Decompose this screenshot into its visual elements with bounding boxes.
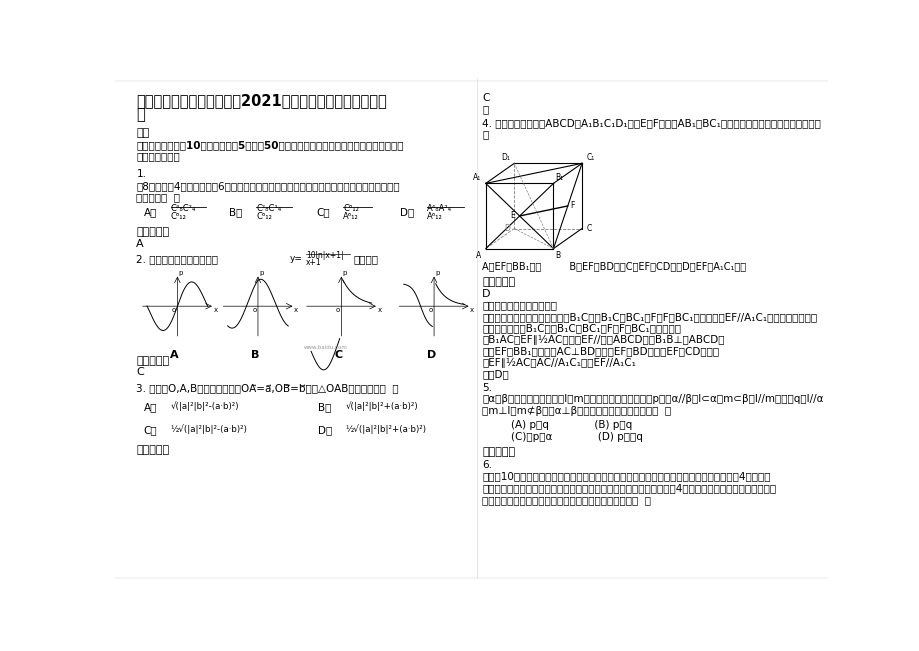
Text: (C)非p或α              (D) p且非q: (C)非p或α (D) p且非q: [510, 432, 641, 441]
Text: o: o: [172, 307, 176, 313]
Text: C⁶₁₂: C⁶₁₂: [255, 212, 272, 221]
Text: 析: 析: [136, 107, 145, 122]
Text: C⁴₈C²₄: C⁴₈C²₄: [170, 204, 196, 214]
Text: 3. 平面上O,A,B三点不共线，设OA⃗=a⃗,OB⃗=b⃗，则△OAB的面积等于（  ）: 3. 平面上O,A,B三点不共线，设OA⃗=a⃗,OB⃗=b⃗，则△OAB的面积…: [136, 383, 399, 393]
Text: o: o: [428, 307, 432, 313]
Text: x: x: [294, 307, 298, 313]
Text: E: E: [510, 212, 515, 221]
Text: B: B: [555, 251, 561, 260]
Text: 【分析】观察正方体的图形，连B₁C，则B₁C交BC₁于F且F为BC₁中点，推出EF//A₁C₁；分析可得答案。: 【分析】观察正方体的图形，连B₁C，则B₁C交BC₁于F且F为BC₁中点，推出E…: [482, 312, 816, 322]
Text: ，m⊥l，m⊄β，则α⊥β。则下列命题为真命题的是（  ）: ，m⊥l，m⊄β，则α⊥β。则下列命题为真命题的是（ ）: [482, 406, 671, 416]
Text: D．: D．: [400, 208, 414, 217]
Text: 参考答案：: 参考答案：: [136, 227, 169, 237]
Text: C: C: [482, 93, 489, 103]
Text: 由EF∥½AC，AC//A₁C₁，得EF//A₁C₁: 由EF∥½AC，AC//A₁C₁，得EF//A₁C₁: [482, 358, 635, 368]
Text: D: D: [426, 350, 436, 360]
Text: 【解答】解：连B₁C，则B₁C交BC₁于F且F为BC₁中点，三角: 【解答】解：连B₁C，则B₁C交BC₁于F且F为BC₁中点，三角: [482, 324, 680, 333]
Text: A．: A．: [143, 208, 157, 217]
Text: A．EF与BB₁垂直         B．EF与BD垂直C．EF与CD异面D．EF与A₁C₁异面: A．EF与BB₁垂直 B．EF与BD垂直C．EF与CD异面D．EF与A₁C₁异面: [482, 261, 745, 271]
Text: y=: y=: [289, 254, 302, 262]
Text: 所以EF与BB₁垂直；又AC⊥BD，所以EF与BD垂直，EF与CD异面。: 所以EF与BB₁垂直；又AC⊥BD，所以EF与BD垂直，EF与CD异面。: [482, 346, 719, 356]
Text: 10ln|x+1|: 10ln|x+1|: [306, 251, 344, 260]
Text: 4. 如图，在正四棱柱ABCD－A₁B₁C₁D₁中，E、F分别是AB₁、BC₁的中点，则以下结论中不成立的是（: 4. 如图，在正四棱柱ABCD－A₁B₁C₁D₁中，E、F分别是AB₁、BC₁的…: [482, 118, 820, 128]
Text: √(|a|²|b|²+(a·b)²): √(|a|²|b|²+(a·b)²): [345, 402, 417, 411]
Text: 参考答案：: 参考答案：: [136, 445, 169, 455]
Text: 图象的是: 图象的是: [353, 255, 378, 264]
Text: p: p: [178, 270, 183, 275]
Text: C⁶₁₂: C⁶₁₂: [343, 204, 358, 214]
Text: ½√(|a|²|b|²+(a·b)²): ½√(|a|²|b|²+(a·b)²): [345, 424, 425, 434]
Text: C: C: [334, 350, 342, 360]
Text: B．: B．: [229, 208, 243, 217]
Text: F: F: [569, 201, 573, 210]
Text: www.baidu.com: www.baidu.com: [303, 345, 347, 350]
Text: 略: 略: [482, 104, 488, 114]
Text: C⁶₁₂: C⁶₁₂: [170, 212, 187, 221]
Text: C²₈C¹₄: C²₈C¹₄: [255, 204, 281, 214]
Text: 5.: 5.: [482, 383, 492, 393]
Text: o: o: [252, 307, 256, 313]
Text: A．: A．: [143, 402, 157, 413]
Text: √(|a|²|b|²-(a·b)²): √(|a|²|b|²-(a·b)²): [170, 402, 239, 411]
Text: 符合题目要求的: 符合题目要求的: [136, 151, 180, 161]
Text: D．: D．: [318, 425, 332, 435]
Text: 一、: 一、: [136, 128, 150, 138]
Text: x: x: [470, 307, 473, 313]
Text: 形B₁AC中EF∥½AC，所以EF//平面ABCD，而B₁B⊥面ABCD，: 形B₁AC中EF∥½AC，所以EF//平面ABCD，而B₁B⊥面ABCD，: [482, 335, 724, 345]
Text: 山东省泰安市新泰岙阴中学2021年高三数学文模拟试卷含解: 山东省泰安市新泰岙阴中学2021年高三数学文模拟试卷含解: [136, 93, 387, 108]
Text: 加，假设李老师和张老师分别将各自活动通知的信息独立、随机地发给4位同学，且所发信息都能收到，则: 加，假设李老师和张老师分别将各自活动通知的信息独立、随机地发给4位同学，且所发信…: [482, 483, 776, 493]
Text: 甲同学收到李老师或张老师所发活动通知信息的概率为（  ）: 甲同学收到李老师或张老师所发活动通知信息的概率为（ ）: [482, 495, 651, 505]
Text: 2. 下列四个图象可能是函数: 2. 下列四个图象可能是函数: [136, 255, 218, 264]
Text: p: p: [259, 270, 264, 275]
Text: 选择题：本大题共10小题，每小题5分，共50分。在每小题给出的四个选项中，只有是一个: 选择题：本大题共10小题，每小题5分，共50分。在每小题给出的四个选项中，只有是…: [136, 140, 403, 150]
Text: ½√(|a|²|b|²-(a·b)²): ½√(|a|²|b|²-(a·b)²): [170, 424, 247, 434]
Text: o: o: [335, 307, 339, 313]
Text: 从8名女生和4名男生中选出6名学生组成课外活动小组，则按性别分层抽样组成课外活动小组: 从8名女生和4名男生中选出6名学生组成课外活动小组，则按性别分层抽样组成课外活动…: [136, 181, 400, 191]
Text: 1.: 1.: [136, 169, 146, 180]
Text: 【考点】异面直线的判定。: 【考点】异面直线的判定。: [482, 300, 557, 310]
Text: 6.: 6.: [482, 460, 492, 470]
Text: 某学校10位同学组成的志愿者组织分别由李老师和张老师负责，每次献爱心活动均需该组织4位同学参: 某学校10位同学组成的志愿者组织分别由李老师和张老师负责，每次献爱心活动均需该组…: [482, 471, 770, 482]
Text: A: A: [476, 251, 481, 260]
Text: A: A: [136, 238, 144, 249]
Text: 参考答案：: 参考答案：: [136, 356, 169, 367]
Text: x+1: x+1: [306, 258, 322, 267]
Text: D: D: [482, 288, 490, 299]
Text: 的概率为（  ）: 的概率为（ ）: [136, 193, 180, 202]
Text: x: x: [213, 307, 217, 313]
Text: A⁶₁₂: A⁶₁₂: [343, 212, 358, 221]
Text: B₁: B₁: [554, 173, 562, 182]
Text: A₁: A₁: [472, 173, 481, 182]
Text: p: p: [435, 270, 439, 275]
Text: D: D: [504, 224, 509, 233]
Text: x: x: [377, 307, 381, 313]
Text: B: B: [251, 350, 259, 360]
Text: B．: B．: [318, 402, 331, 413]
Text: A⁶₁₂: A⁶₁₂: [426, 212, 443, 221]
Text: ）: ）: [482, 130, 488, 139]
Text: C．: C．: [316, 208, 329, 217]
Text: 参考答案：: 参考答案：: [482, 277, 515, 287]
Text: C₁: C₁: [585, 154, 594, 163]
Text: C．: C．: [143, 425, 157, 435]
Text: (A) p或q              (B) p且q: (A) p或q (B) p且q: [510, 420, 631, 430]
Text: 参考答案：: 参考答案：: [482, 447, 515, 456]
Text: D₁: D₁: [501, 154, 509, 163]
Text: A: A: [170, 350, 178, 360]
Text: A⁴₈A²₄: A⁴₈A²₄: [426, 204, 452, 214]
Text: 设α、β是两个不同的平面，l、m为两条不同的直线，命题p：若α//β，l⊂α，m⊂β则l//m；命题q：l//α: 设α、β是两个不同的平面，l、m为两条不同的直线，命题p：若α//β，l⊂α，m…: [482, 395, 823, 404]
Text: 故选D。: 故选D。: [482, 369, 508, 380]
Text: p: p: [343, 270, 346, 275]
Text: C: C: [585, 224, 591, 233]
Text: C: C: [136, 367, 144, 378]
